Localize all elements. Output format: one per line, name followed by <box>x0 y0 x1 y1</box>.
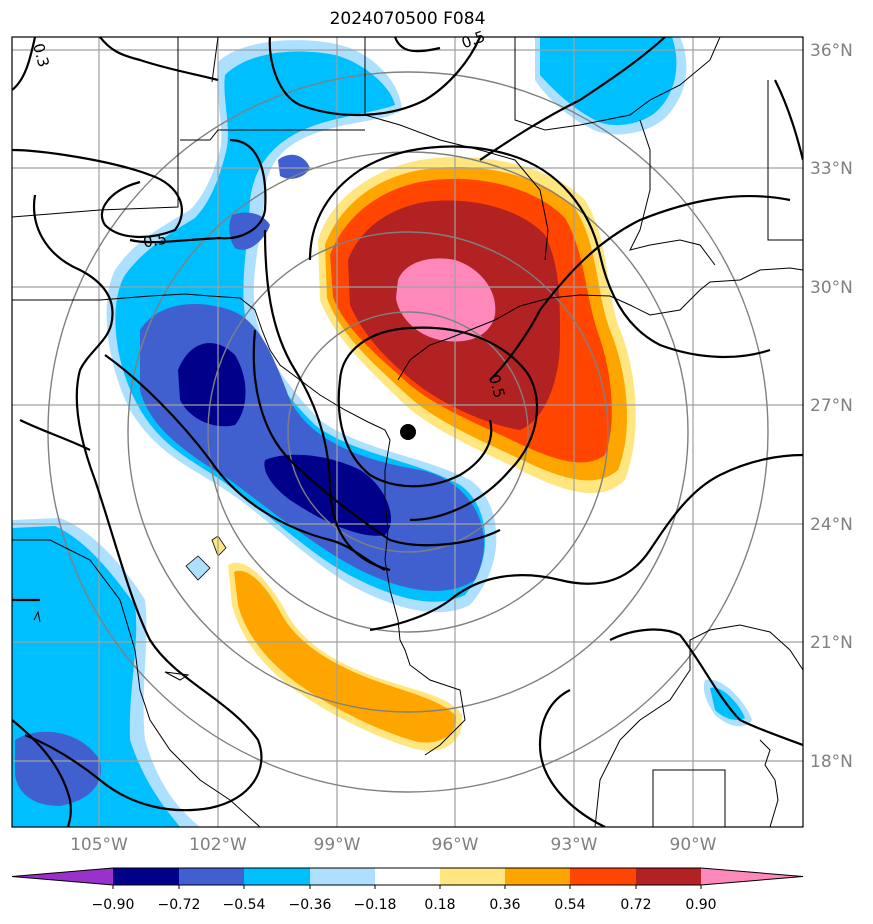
colorbar-tick-label: 0.36 <box>489 897 520 913</box>
lat-label: 27°N <box>810 396 853 416</box>
lat-label: 30°N <box>810 278 853 298</box>
map-frame <box>11 36 804 828</box>
longitude-labels: 105°W 102°W 99°W 96°W 93°W 90°W <box>70 835 717 855</box>
colorbar-tick-label: 0.54 <box>554 897 585 913</box>
colorbar-extend-max <box>701 868 803 885</box>
colorbar <box>11 867 804 889</box>
lon-label: 93°W <box>551 835 598 855</box>
lat-label: 18°N <box>810 752 853 772</box>
colorbar-segment <box>375 868 440 885</box>
latitude-labels: 36°N 33°N 30°N 27°N 24°N 21°N 18°N <box>810 41 853 772</box>
map-title: 2024070500 F084 <box>329 9 486 29</box>
lat-label: 36°N <box>810 41 853 61</box>
lat-label: 33°N <box>810 159 853 179</box>
colorbar-segment <box>244 868 310 885</box>
contour-label: 0.5 <box>485 372 509 400</box>
lon-label: 105°W <box>70 835 128 855</box>
lon-label: 90°W <box>670 835 717 855</box>
colorbar-tick-label: 0.72 <box>620 897 651 913</box>
colorbar-tick-label: −0.36 <box>289 897 332 913</box>
lon-label: 102°W <box>189 835 247 855</box>
colorbar-segment <box>440 868 505 885</box>
colorbar-tick-label: 0.18 <box>424 897 455 913</box>
colorbar-tick-label: −0.90 <box>92 897 135 913</box>
colorbar-segment <box>570 868 636 885</box>
contour-label: 0.3 <box>29 41 53 69</box>
colorbar-tick-label: 0.90 <box>685 897 716 913</box>
colorbar-segment <box>310 868 375 885</box>
colorbar-segment <box>113 868 179 885</box>
positive-anomaly-field <box>211 156 636 751</box>
colorbar-extend-min <box>12 868 113 885</box>
lat-label: 21°N <box>810 633 853 653</box>
contour-label: 0.5 <box>459 27 488 52</box>
colorbar-tick-label: −0.54 <box>223 897 266 913</box>
contour-lines <box>12 37 803 827</box>
lon-label: 96°W <box>432 835 479 855</box>
storm-center-marker <box>400 424 416 440</box>
colorbar-segment <box>636 868 701 885</box>
colorbar-segment <box>505 868 570 885</box>
colorbar-tick-label: −0.72 <box>158 897 201 913</box>
colorbar-tick-label: −0.18 <box>354 897 397 913</box>
coastlines-and-borders <box>12 37 803 827</box>
lat-label: 24°N <box>810 515 853 535</box>
colorbar-tick-labels: −0.90 −0.72 −0.54 −0.36 −0.18 0.18 0.36 … <box>92 897 717 913</box>
colorbar-segment <box>179 868 244 885</box>
map-content <box>12 37 803 827</box>
lon-label: 99°W <box>314 835 361 855</box>
contour-label: 0.5 <box>142 230 169 252</box>
